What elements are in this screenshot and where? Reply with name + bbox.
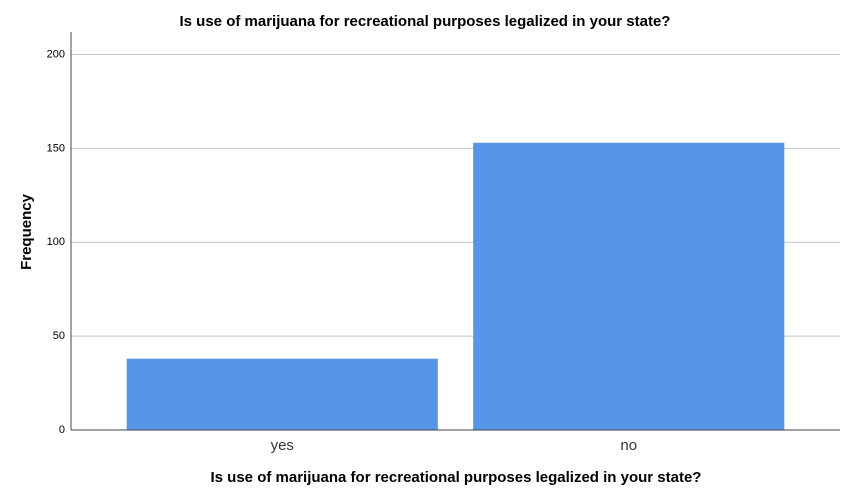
y-axis-label: Frequency (18, 193, 35, 270)
x-tick-label: yes (271, 437, 294, 454)
chart-title: Is use of marijuana for recreational pur… (180, 13, 671, 30)
bar (473, 142, 785, 430)
y-tick-label: 0 (59, 424, 65, 436)
bar (126, 358, 438, 430)
x-tick-label: no (620, 437, 637, 454)
y-tick-label: 100 (47, 236, 65, 248)
y-tick-label: 150 (47, 142, 65, 154)
x-axis-label: Is use of marijuana for recreational pur… (211, 469, 702, 486)
y-tick-label: 50 (53, 330, 65, 342)
y-tick-label: 200 (47, 48, 65, 60)
